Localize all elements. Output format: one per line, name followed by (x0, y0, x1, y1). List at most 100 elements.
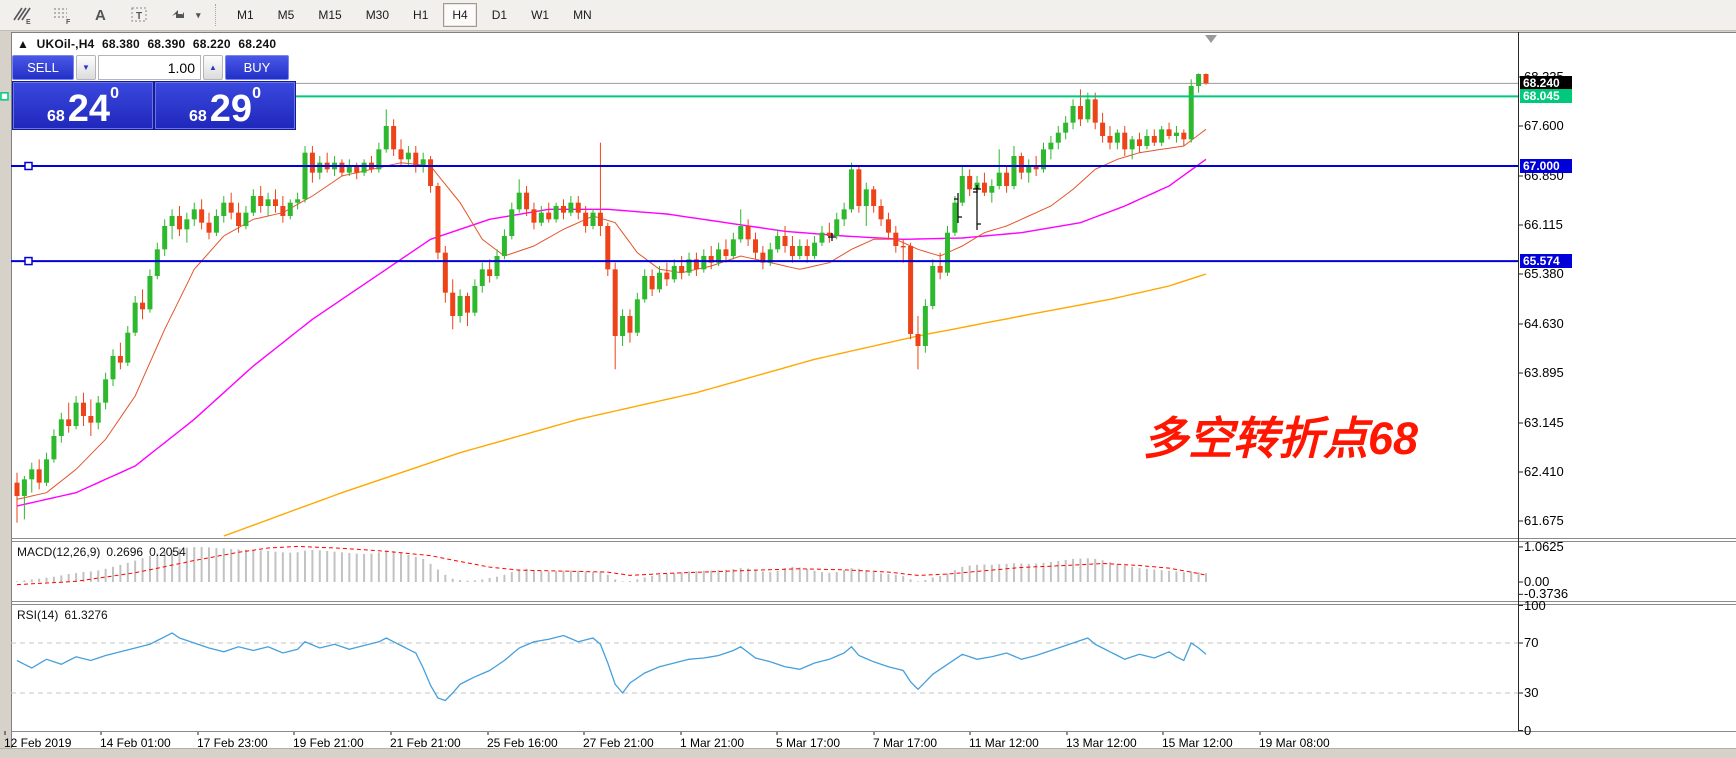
macd-label: MACD(12,26,9) 0.2696 0.2054 (17, 545, 186, 559)
rsi-tick: 100 (1524, 597, 1546, 613)
ask-price-display[interactable]: 68 29 0 (155, 82, 295, 129)
chart-window[interactable] (11, 32, 1736, 749)
price-axis-border (1518, 32, 1519, 731)
panel-separator[interactable] (11, 541, 1736, 542)
date-tick: 19 Mar 08:00 (1259, 736, 1330, 750)
mid-ma-line (16, 158, 1207, 507)
text-label-icon[interactable]: A (88, 3, 114, 27)
macd-series (16, 545, 1207, 586)
date-tick: 21 Feb 21:00 (390, 736, 461, 750)
panel-separator (11, 731, 1736, 732)
last-price-badge: 68.240 (1520, 76, 1572, 91)
svg-text:▾: ▾ (195, 10, 201, 20)
buy-button[interactable]: BUY (225, 55, 289, 80)
svg-text:F: F (66, 19, 71, 25)
chart-text-annotation[interactable]: 多空转折点68 (1143, 413, 1419, 464)
price-tick: 61.675 (1524, 513, 1564, 528)
macd-tick: 0.00 (1524, 574, 1550, 589)
date-tick: 25 Feb 16:00 (487, 736, 558, 750)
ask-point: 0 (252, 85, 261, 102)
chart-objects[interactable] (828, 185, 981, 241)
ask-big-figure: 68 (189, 108, 207, 125)
date-tick: 1 Mar 21:00 (680, 736, 745, 750)
price-tick: 63.145 (1524, 415, 1564, 430)
chart-symbol-title: ▲ UKOil-,H4 68.380 68.390 68.220 68.240 (17, 37, 280, 51)
equidistant-channel-icon[interactable]: E (10, 3, 36, 27)
close-value: 68.240 (238, 37, 277, 51)
text-box-icon[interactable]: T (127, 3, 153, 27)
chevron-down-icon: ▼ (82, 63, 90, 72)
one-click-trading-panel: SELL ▼ ▲ BUY 68 24 0 68 29 0 (12, 55, 296, 130)
symbol-period-label: UKOil-,H4 (36, 37, 95, 51)
rsi-label: RSI(14) 61.3276 (17, 608, 108, 622)
svg-text:E: E (26, 19, 31, 25)
rsi-tick: 30 (1524, 685, 1539, 700)
date-tick: 17 Feb 23:00 (197, 736, 268, 750)
timeframe-button-w1[interactable]: W1 (531, 8, 550, 22)
timeframe-button-m30[interactable]: M30 (365, 8, 390, 22)
line-handle[interactable] (24, 161, 33, 171)
volume-increase-button[interactable]: ▲ (203, 55, 223, 80)
price-tick: 63.895 (1524, 365, 1564, 380)
panel-separator[interactable] (11, 604, 1736, 605)
toolbar-separator (215, 4, 217, 26)
price-tick: 67.600 (1524, 118, 1564, 133)
low-value: 68.220 (192, 37, 231, 51)
date-tick: 11 Mar 12:00 (969, 736, 1039, 750)
rsi-tick: 70 (1524, 635, 1539, 650)
chart-shift-marker[interactable] (1205, 35, 1217, 43)
fast-ma-line (16, 128, 1207, 500)
panel-separator[interactable] (11, 538, 1736, 539)
high-value: 68.390 (147, 37, 186, 51)
bid-big-figure: 68 (47, 108, 65, 125)
window-bottom-edge (0, 748, 1736, 758)
volume-decrease-button[interactable]: ▼ (76, 55, 96, 80)
date-tick: 5 Mar 17:00 (776, 736, 841, 750)
macd-tick: 1.0625 (1524, 538, 1564, 554)
timeframe-button-h1[interactable]: H1 (413, 8, 429, 22)
blue-line-badge-65574: 65.574 (1520, 254, 1572, 269)
ask-pips: 29 (209, 87, 253, 130)
date-tick: 19 Feb 21:00 (293, 736, 364, 750)
timeframe-button-group: M1 M5 M15 M30 H1 H4 D1 W1 MN (225, 3, 604, 27)
blue-line-badge-67: 67.000 (1520, 159, 1572, 173)
price-tick: 62.410 (1524, 464, 1564, 479)
date-tick: 27 Feb 21:00 (583, 736, 654, 750)
volume-input[interactable] (98, 55, 201, 80)
line-handle[interactable] (24, 256, 33, 266)
rsi-tick: 0 (1524, 722, 1532, 738)
top-toolbar: E F A T ▾ M1 M5 M15 M30 H1 H4 D1 W1 MN (0, 0, 1736, 31)
price-tick: 64.630 (1524, 316, 1564, 331)
sell-button[interactable]: SELL (12, 55, 74, 80)
date-tick: 12 Feb 2019 (4, 736, 72, 750)
date-tick: 13 Mar 12:00 (1066, 736, 1137, 750)
price-tick: 66.115 (1524, 217, 1563, 232)
svg-text:T: T (136, 11, 142, 22)
bid-price-display[interactable]: 68 24 0 (13, 82, 153, 129)
chevron-up-icon: ▲ (209, 63, 217, 72)
bid-pips: 24 (67, 87, 111, 130)
bid-point: 0 (110, 85, 119, 102)
timeframe-button-m1[interactable]: M1 (237, 8, 254, 22)
dropdown-caret-icon[interactable]: ▾ (193, 3, 205, 27)
panel-separator[interactable] (11, 601, 1736, 602)
timeframe-button-m5[interactable]: M5 (277, 8, 295, 22)
date-tick: 14 Feb 01:00 (100, 736, 171, 750)
candlestick-series[interactable] (14, 73, 1209, 523)
svg-text:A: A (95, 7, 106, 24)
timeframe-button-d1[interactable]: D1 (491, 8, 508, 22)
date-tick: 15 Mar 12:00 (1162, 736, 1233, 750)
fibonacci-retracement-icon[interactable]: F (49, 3, 75, 27)
cursor-tool-icon[interactable] (166, 3, 192, 27)
drawing-tools-group: E F A T ▾ (0, 3, 205, 27)
timeframe-button-m15[interactable]: M15 (318, 8, 342, 22)
price-tick: 65.380 (1524, 266, 1564, 281)
macd-tick: -0.3736 (1524, 586, 1569, 602)
date-tick: 7 Mar 17:00 (873, 736, 938, 750)
timeframe-button-mn[interactable]: MN (573, 8, 592, 22)
timeframe-button-h4[interactable]: H4 (443, 3, 477, 27)
collapse-arrow-icon[interactable]: ▲ (17, 37, 30, 51)
open-value: 68.380 (101, 37, 140, 51)
